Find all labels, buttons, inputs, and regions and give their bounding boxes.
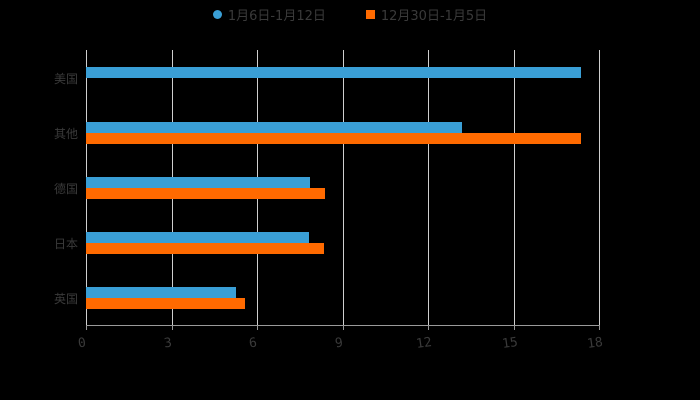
plot-area	[86, 50, 600, 325]
y-category-label: 英国	[53, 292, 78, 306]
legend-item-series-1[interactable]: 1月6日-1月12日	[212, 5, 326, 24]
bar[interactable]	[86, 243, 324, 254]
gridline	[599, 50, 600, 325]
bar[interactable]	[86, 287, 236, 298]
x-tick-label: 9	[334, 335, 344, 352]
bar[interactable]	[86, 177, 310, 188]
y-category-label: 日本	[53, 237, 78, 251]
x-tick	[428, 325, 429, 330]
legend-circle-icon	[212, 9, 222, 19]
y-category-label: 美国	[53, 72, 78, 86]
x-tick-label: 12	[415, 334, 433, 353]
x-tick	[514, 325, 515, 330]
chart-legend: 1月6日-1月12日 12月30日-1月5日	[0, 5, 700, 24]
x-tick-label: 6	[248, 335, 258, 352]
legend-label: 12月30日-1月5日	[380, 8, 488, 24]
gridline	[428, 50, 429, 325]
x-tick	[599, 325, 600, 330]
x-tick	[172, 325, 173, 330]
x-tick	[257, 325, 258, 330]
x-tick-label: 15	[501, 334, 519, 353]
bar[interactable]	[86, 232, 309, 243]
bar[interactable]	[86, 188, 325, 199]
x-tick	[343, 325, 344, 330]
x-tick-label: 18	[586, 334, 604, 353]
legend-label: 1月6日-1月12日	[227, 8, 326, 24]
x-tick-label: 3	[163, 335, 173, 352]
y-category-label: 德国	[53, 182, 78, 196]
gridline	[343, 50, 344, 325]
bar[interactable]	[86, 122, 462, 133]
bar[interactable]	[86, 67, 581, 78]
bar[interactable]	[86, 298, 245, 309]
legend-item-series-2[interactable]: 12月30日-1月5日	[365, 5, 488, 24]
legend-square-icon	[365, 9, 375, 19]
x-tick-label: 0	[77, 335, 87, 352]
bar[interactable]	[86, 133, 581, 144]
y-category-label: 其他	[53, 127, 78, 141]
x-tick	[86, 325, 87, 330]
gridline	[514, 50, 515, 325]
